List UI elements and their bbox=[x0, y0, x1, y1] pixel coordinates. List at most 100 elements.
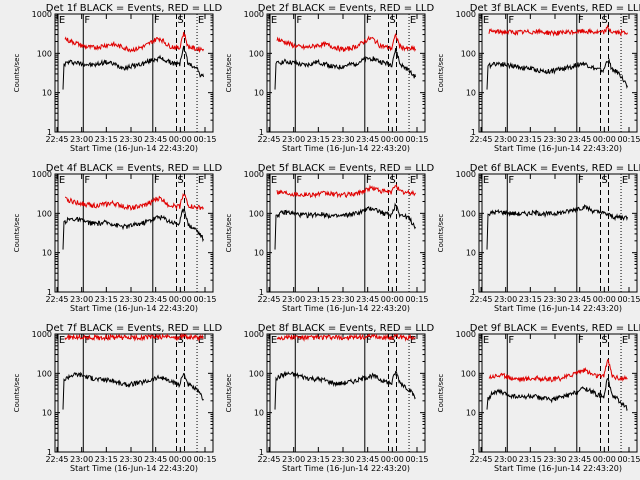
y-tick-label: 1 bbox=[47, 448, 52, 457]
marker-label: E bbox=[483, 335, 489, 346]
panel-title: Det 9f BLACK = Events, RED = LLD bbox=[470, 323, 640, 334]
x-tick-label: 22:45 bbox=[469, 295, 492, 304]
y-tick-label: 100 bbox=[461, 369, 476, 378]
x-tick-label: 23:45 bbox=[356, 455, 379, 464]
x-tick-label: 00:15 bbox=[193, 295, 216, 304]
x-tick-label: 23:30 bbox=[543, 295, 566, 304]
series-lld-line bbox=[64, 332, 204, 342]
y-axis-label: Counts/sec bbox=[13, 374, 21, 413]
marker-label: S bbox=[601, 335, 607, 346]
y-axis-label: Counts/sec bbox=[225, 54, 233, 93]
y-tick-label: 1 bbox=[259, 128, 264, 137]
marker-label: F bbox=[578, 175, 584, 186]
marker-label: E bbox=[410, 335, 416, 346]
x-tick-label: 22:45 bbox=[45, 295, 68, 304]
marker-label: E bbox=[59, 335, 65, 346]
plot-frame bbox=[478, 13, 638, 133]
x-tick-label: 23:30 bbox=[331, 135, 354, 144]
x-tick-label: 00:00 bbox=[169, 135, 192, 144]
x-tick-label: 23:15 bbox=[95, 295, 118, 304]
x-tick-label: 23:45 bbox=[568, 455, 591, 464]
panel-title: Det 1f BLACK = Events, RED = LLD bbox=[46, 3, 223, 14]
x-tick-label: 00:00 bbox=[169, 455, 192, 464]
plot-frame bbox=[478, 173, 638, 293]
panel-3: Det 3f BLACK = Events, RED = LLD Counts/s… bbox=[437, 3, 640, 153]
x-tick-label: 23:30 bbox=[543, 135, 566, 144]
series-events-line bbox=[62, 371, 204, 410]
x-tick-label: 23:30 bbox=[119, 295, 142, 304]
panel-7: Det 7f BLACK = Events, RED = LLD Counts/s… bbox=[13, 323, 222, 473]
x-tick-label: 00:00 bbox=[381, 455, 404, 464]
x-tick-label: 23:15 bbox=[519, 455, 542, 464]
marker-label: S bbox=[601, 175, 607, 186]
plot-frame bbox=[54, 13, 214, 133]
x-tick-label: 00:15 bbox=[405, 295, 428, 304]
marker-label: E bbox=[59, 15, 65, 26]
x-tick-label: 23:00 bbox=[282, 295, 305, 304]
x-tick-label: 22:45 bbox=[45, 455, 68, 464]
marker-label: F bbox=[366, 15, 372, 26]
y-axis-label: Counts/sec bbox=[13, 54, 21, 93]
panel-title: Det 6f BLACK = Events, RED = LLD bbox=[470, 163, 640, 174]
series-events-line bbox=[486, 204, 628, 250]
x-tick-label: 23:15 bbox=[307, 135, 330, 144]
x-tick-label: 00:15 bbox=[617, 135, 640, 144]
series-events-line bbox=[62, 208, 204, 250]
marker-label: E bbox=[59, 175, 65, 186]
y-tick-label: 100 bbox=[249, 369, 264, 378]
y-tick-label: 1000 bbox=[32, 170, 52, 179]
marker-label: S bbox=[389, 175, 395, 186]
x-tick-label: 00:00 bbox=[381, 295, 404, 304]
x-tick-label: 22:45 bbox=[257, 295, 280, 304]
marker-label: E bbox=[271, 335, 277, 346]
x-tick-label: 23:45 bbox=[144, 135, 167, 144]
x-axis-label: Start Time (16-Jun-14 22:43:20) bbox=[494, 144, 622, 153]
panel-4: Det 4f BLACK = Events, RED = LLD Counts/s… bbox=[13, 163, 222, 313]
marker-label: E bbox=[410, 175, 416, 186]
x-tick-label: 00:00 bbox=[593, 135, 616, 144]
marker-label: E bbox=[271, 15, 277, 26]
x-tick-label: 23:45 bbox=[568, 135, 591, 144]
plot-frame bbox=[54, 333, 214, 453]
y-tick-label: 100 bbox=[37, 369, 52, 378]
marker-label: F bbox=[84, 15, 90, 26]
series-lld-line bbox=[488, 359, 628, 383]
marker-label: F bbox=[296, 175, 302, 186]
y-tick-label: 1000 bbox=[456, 170, 476, 179]
x-tick-label: 23:15 bbox=[95, 135, 118, 144]
x-tick-label: 00:15 bbox=[405, 135, 428, 144]
marker-label: F bbox=[296, 15, 302, 26]
series-lld-line bbox=[65, 192, 204, 211]
x-tick-label: 23:15 bbox=[519, 135, 542, 144]
x-tick-label: 23:45 bbox=[356, 295, 379, 304]
plot-frame bbox=[266, 13, 426, 133]
marker-label: E bbox=[622, 15, 628, 26]
x-axis-label: Start Time (16-Jun-14 22:43:20) bbox=[70, 304, 198, 313]
panel-1: Det 1f BLACK = Events, RED = LLD Counts/s… bbox=[13, 3, 222, 153]
series-events-line bbox=[274, 202, 416, 250]
series-events-line bbox=[486, 58, 628, 90]
marker-label: S bbox=[389, 15, 395, 26]
x-tick-label: 23:00 bbox=[70, 455, 93, 464]
marker-label: E bbox=[483, 175, 489, 186]
marker-label: F bbox=[366, 335, 372, 346]
y-tick-label: 10 bbox=[254, 89, 264, 98]
x-tick-label: 23:45 bbox=[356, 135, 379, 144]
panel-9: Det 9f BLACK = Events, RED = LLD Counts/s… bbox=[437, 323, 640, 473]
x-tick-label: 00:15 bbox=[617, 295, 640, 304]
marker-label: S bbox=[177, 15, 183, 26]
x-tick-label: 00:15 bbox=[405, 455, 428, 464]
y-tick-label: 1 bbox=[259, 448, 264, 457]
panel-title: Det 3f BLACK = Events, RED = LLD bbox=[470, 3, 640, 14]
series-lld-line bbox=[64, 31, 204, 54]
x-tick-label: 23:30 bbox=[331, 295, 354, 304]
x-tick-label: 22:45 bbox=[469, 135, 492, 144]
panel-title: Det 8f BLACK = Events, RED = LLD bbox=[258, 323, 435, 334]
y-tick-label: 100 bbox=[37, 209, 52, 218]
marker-label: E bbox=[622, 335, 628, 346]
x-tick-label: 22:45 bbox=[45, 135, 68, 144]
y-axis-label: Counts/sec bbox=[437, 54, 445, 93]
x-tick-label: 23:30 bbox=[543, 455, 566, 464]
x-tick-label: 22:45 bbox=[257, 455, 280, 464]
